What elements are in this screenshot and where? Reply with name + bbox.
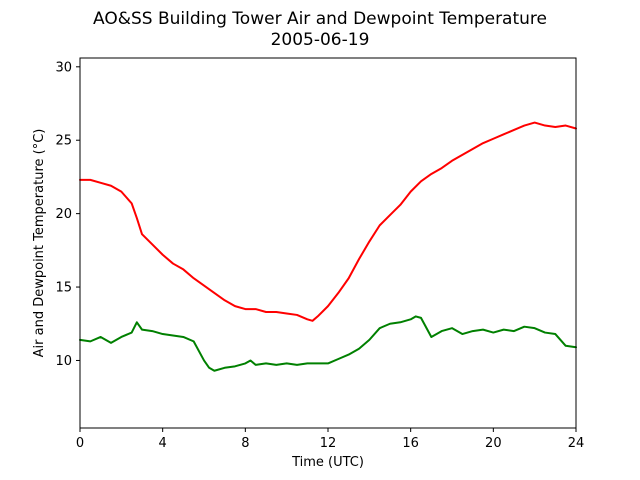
x-axis-label: Time (UTC) [291,455,364,470]
x-tick-label: 24 [568,436,585,451]
series-layer [79,121,577,372]
y-tick-label: 30 [55,60,72,75]
x-axis-ticks: 0 4 8 12 16 20 24 [76,428,584,451]
y-axis-label: Air and Dewpoint Temperature (°C) [32,129,47,358]
y-tick-label: 15 [55,281,72,296]
x-tick-label: 0 [76,436,84,451]
y-tick-label: 10 [55,354,72,369]
chart-title: AO&SS Building Tower Air and Dewpoint Te… [93,9,547,29]
y-axis-ticks: 10 15 20 25 30 [55,60,80,369]
plot-frame [79,57,577,429]
chart-subtitle: 2005-06-19 [271,30,370,50]
y-tick-label: 20 [55,207,72,222]
x-tick-label: 4 [159,436,167,451]
x-tick-label: 12 [320,436,337,451]
x-tick-label: 16 [402,436,419,451]
series-line-1 [79,121,577,322]
x-tick-label: 8 [241,436,249,451]
y-tick-label: 25 [55,134,72,149]
series-line-2 [79,315,577,372]
x-tick-label: 20 [485,436,502,451]
